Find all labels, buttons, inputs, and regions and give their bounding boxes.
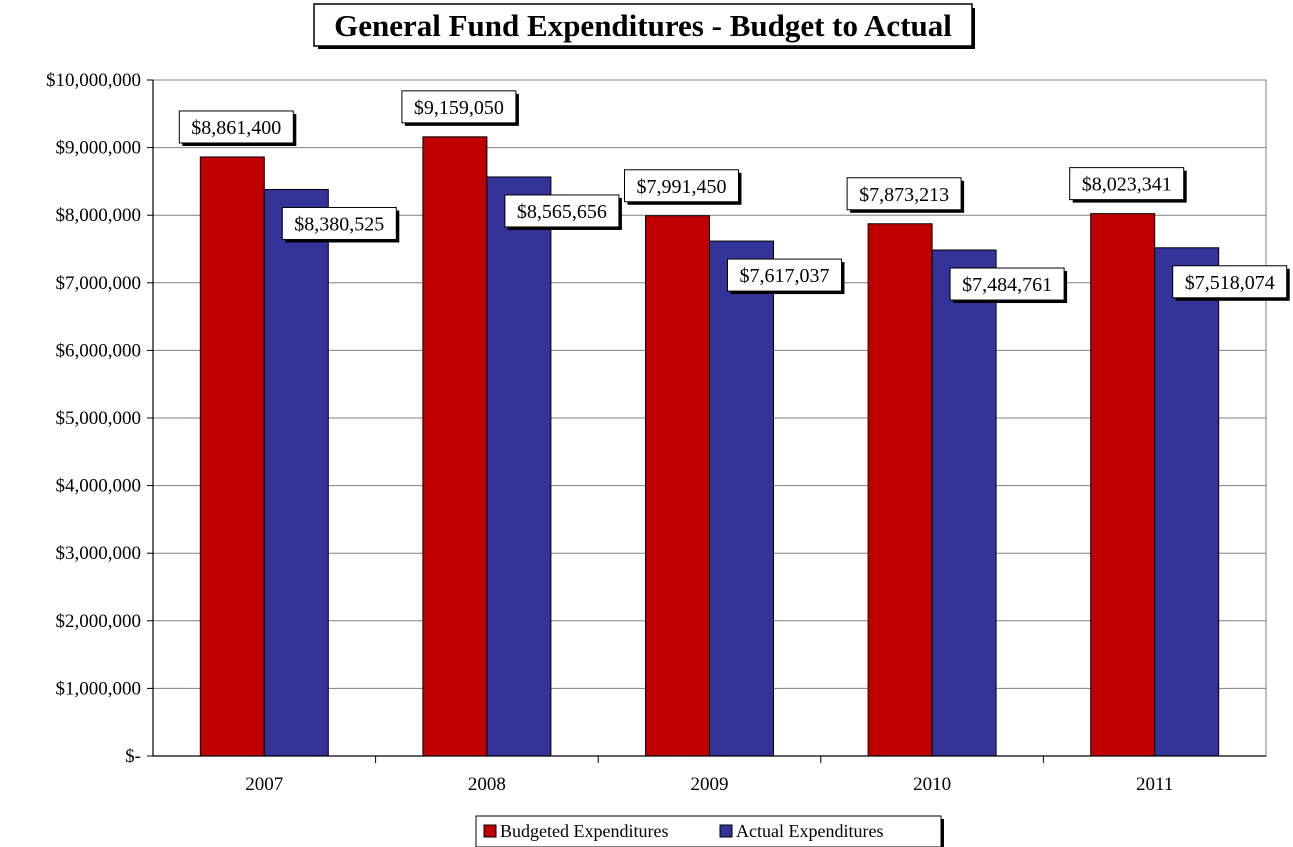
chart-title-group: General Fund Expenditures - Budget to Ac… [313, 3, 975, 49]
bar-budgeted-2011 [1090, 213, 1156, 757]
bars [199, 136, 1220, 757]
data-label-text: $9,159,050 [414, 97, 504, 119]
data-label-budgeted-2007: $8,861,400 [178, 110, 297, 146]
x-tick-label: 2007 [245, 774, 283, 795]
chart-title-shadow [972, 8, 975, 49]
data-label-text: $8,380,525 [294, 213, 384, 235]
data-label-box [178, 110, 294, 144]
chart-title-box [313, 3, 973, 47]
data-label-box [504, 194, 620, 228]
data-label-text: $7,518,074 [1185, 272, 1275, 294]
data-label-budgeted-2009: $7,991,450 [624, 169, 742, 205]
data-label-text: $8,565,656 [517, 201, 607, 223]
y-tick-label: $9,000,000 [56, 138, 142, 159]
data-label-actual-2007: $8,380,525 [281, 206, 400, 243]
data-label-budgeted-2011: $8,023,341 [1069, 167, 1187, 203]
x-axis: 2007 2008 2009 2010 2011 [153, 755, 1266, 795]
data-label-box [846, 177, 962, 211]
data-label-budgeted-2008: $9,159,050 [401, 90, 519, 126]
data-label-budgeted-2010: $7,873,213 [846, 177, 965, 213]
x-tick-label: 2011 [1136, 774, 1173, 795]
data-label-box [949, 267, 1065, 301]
data-label-text: $8,023,341 [1082, 174, 1172, 196]
y-tick-label: $3,000,000 [56, 543, 142, 564]
y-tick-label: $7,000,000 [56, 273, 142, 294]
data-label-text: $7,617,037 [740, 265, 830, 287]
data-label-actual-2009: $7,617,037 [727, 258, 845, 295]
data-label-box [727, 258, 842, 292]
y-tick-label: $6,000,000 [56, 340, 142, 361]
chart-title-shadow-bottom [318, 46, 975, 49]
y-tick-label: $4,000,000 [56, 476, 142, 497]
data-label-actual-2010: $7,484,761 [949, 267, 1068, 304]
data-label-text: $7,873,213 [859, 184, 949, 206]
data-label-actual-2011: $7,518,074 [1172, 265, 1290, 301]
data-label-actual-2008: $8,565,656 [504, 194, 622, 230]
x-tick-label: 2010 [913, 774, 951, 795]
bar-budgeted-2009 [645, 215, 710, 757]
y-axis: $- $1,000,000 $2,000,000 $3,000,000 $4,000,0… [46, 70, 154, 767]
bar-actual-2008 [486, 176, 552, 757]
x-tick-label: 2008 [468, 774, 506, 795]
y-tick-label: $5,000,000 [56, 408, 142, 429]
y-tick-label: $10,000,000 [46, 70, 141, 91]
data-label-text: $7,484,761 [962, 274, 1052, 296]
legend: Budgeted Expenditures Actual Expenditures [475, 815, 944, 847]
legend-swatch-actual [719, 824, 733, 838]
data-label-box [1172, 265, 1288, 299]
x-tick-label: 2009 [691, 774, 729, 795]
data-label-box [1069, 167, 1185, 201]
bar-budgeted-2010 [867, 223, 933, 757]
data-label-text: $7,991,450 [637, 176, 727, 198]
y-tick-label: $1,000,000 [56, 678, 142, 699]
legend-label-actual: Actual Expenditures [736, 821, 883, 841]
bar-actual-2010 [931, 249, 997, 757]
bar-budgeted-2008 [422, 136, 488, 757]
y-tick-label: $- [125, 746, 141, 767]
y-tick-label: $2,000,000 [56, 611, 142, 632]
data-label-box [401, 90, 517, 124]
data-label-text: $8,861,400 [191, 117, 281, 139]
data-label-box [281, 206, 397, 240]
y-tick-label: $8,000,000 [56, 205, 142, 226]
data-label-box [624, 169, 739, 203]
bar-actual-2007 [263, 188, 329, 757]
bar-actual-2011 [1154, 247, 1220, 757]
chart-title: General Fund Expenditures - Budget to Ac… [334, 8, 952, 43]
legend-box [475, 815, 942, 847]
legend-swatch-budgeted [483, 824, 497, 838]
data-labels: $8,861,400 $8,380,525 $9,159,050 $8,565,656… [178, 90, 1290, 304]
legend-label-budgeted: Budgeted Expenditures [500, 821, 668, 841]
bar-actual-2009 [709, 240, 774, 757]
bar-budgeted-2007 [199, 156, 265, 757]
